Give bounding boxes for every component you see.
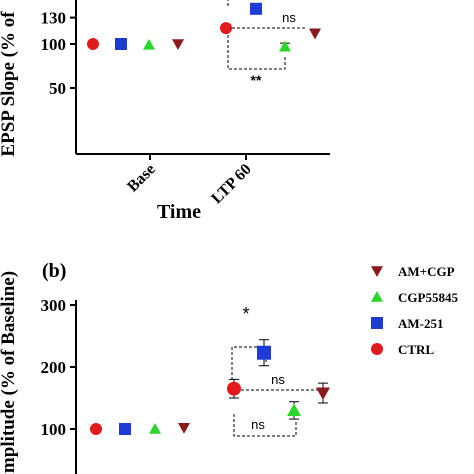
- legend-cgp55845-label: CGP55845: [398, 290, 458, 305]
- bracket-ns-lower: [233, 414, 297, 437]
- panel-a-x-tick-label: LTP 60: [208, 161, 255, 208]
- panel-b-ctrl-ltp-point: [227, 381, 241, 396]
- panel-b-am-251-ltp-point: [257, 345, 271, 360]
- panel-a-y-tick-label: 130: [41, 9, 67, 28]
- panel-a-annotation-double-star: **: [251, 72, 262, 88]
- panel-a-ctrl-base-point: [87, 38, 99, 50]
- panel-b: (b) 100 200 300 mplitude (% of Baseline) *…: [0, 260, 458, 474]
- panel-b-annotation-ns-upper: ns: [271, 372, 285, 387]
- panel-b-cgp55845-ltp-point: [287, 403, 301, 416]
- panel-b-ctrl-base-point: [90, 423, 102, 435]
- panel-a-y-tick-label: 50: [49, 79, 66, 98]
- panel-a-x-tick-label: Base: [124, 161, 159, 196]
- legend-am-cgp-label: AM+CGP: [398, 264, 455, 279]
- panel-a-annotation-ns: ns: [282, 10, 296, 25]
- panel-b-y-axis-label: mplitude (% of Baseline): [0, 271, 19, 473]
- panel-a-y-tick-label: 100: [41, 35, 67, 54]
- panel-b-am-cgp-ltp-point: [316, 387, 330, 401]
- legend-cgp55845-swatch: [371, 291, 383, 302]
- panel-b-label: (b): [42, 260, 66, 282]
- bracket-double-star: [227, 35, 286, 70]
- panel-a-cgp55845-ltp-point: [279, 40, 291, 52]
- panel-a-ctrl-ltp-point: [220, 22, 232, 35]
- panel-a: 50 100 130 Base LTP 60 EPSP Slope (% of Tim…: [0, 0, 330, 223]
- legend-ctrl-swatch: [371, 343, 383, 355]
- panel-b-am-251-base-point: [119, 423, 131, 435]
- panel-a-y-axis-label: EPSP Slope (% of: [0, 11, 19, 157]
- legend-am-251-swatch: [371, 317, 383, 329]
- panel-b-y-tick-label: 200: [41, 358, 67, 377]
- legend-am-cgp-swatch: [371, 266, 383, 277]
- panel-b-cgp55845-base-point: [149, 423, 161, 434]
- bracket-star: [231, 346, 267, 380]
- panel-a-am-251-base-point: [115, 38, 127, 50]
- panel-a-am-cgp-base-point: [172, 39, 184, 50]
- panel-a-am-251-ltp-point: [250, 2, 262, 15]
- legend-ctrl-label: CTRL: [398, 342, 434, 357]
- panel-a-am-cgp-ltp-point: [309, 28, 321, 40]
- panel-b-significance-brackets: [231, 346, 320, 437]
- legend-am-251-label: AM-251: [398, 316, 444, 331]
- panel-a-significance-brackets: [227, 0, 307, 70]
- panel-a-x-axis-label: Time: [157, 201, 201, 223]
- panel-a-cgp55845-base-point: [143, 38, 155, 50]
- panel-b-am-cgp-base-point: [178, 422, 190, 434]
- panel-b-y-tick-label: 300: [41, 296, 67, 315]
- panel-b-y-tick-label: 100: [41, 420, 67, 439]
- panel-b-annotation-star: *: [242, 304, 249, 324]
- panel-b-annotation-ns-lower: ns: [251, 417, 265, 432]
